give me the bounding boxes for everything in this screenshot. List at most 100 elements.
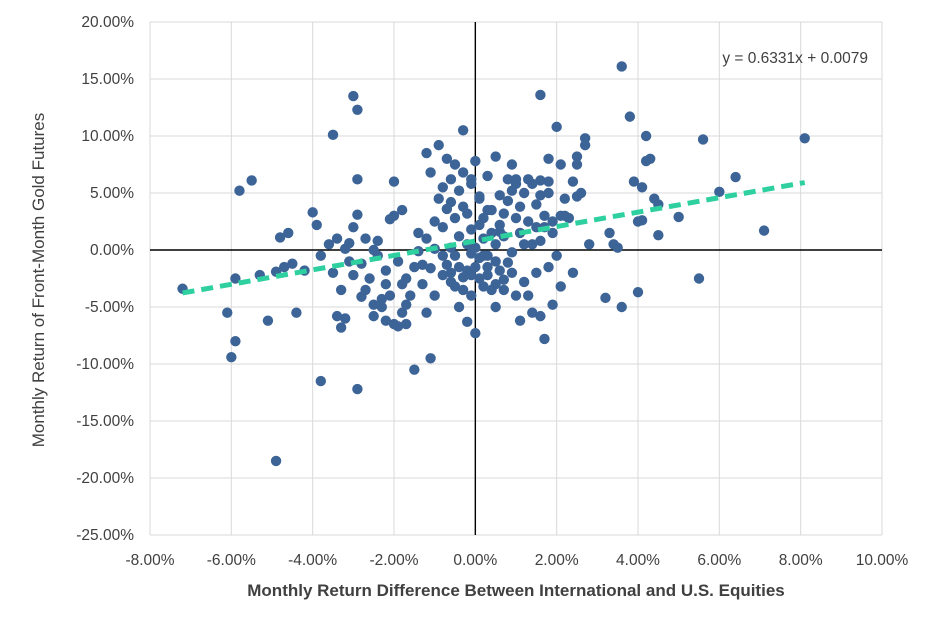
data-point <box>421 147 432 159</box>
x-tick-label: -6.00% <box>207 552 256 569</box>
data-point <box>486 204 497 216</box>
data-point <box>396 204 408 216</box>
data-point <box>482 250 493 261</box>
data-point <box>539 333 550 345</box>
data-point <box>653 229 664 241</box>
data-point <box>535 310 546 322</box>
data-point <box>490 239 501 250</box>
data-point <box>262 315 274 326</box>
points-layer <box>177 61 810 467</box>
data-point <box>604 227 615 239</box>
data-point <box>470 328 481 339</box>
data-point <box>584 239 595 250</box>
data-point <box>425 263 436 274</box>
data-point <box>645 153 656 164</box>
data-point <box>449 250 461 261</box>
data-point <box>401 318 412 330</box>
data-point <box>449 281 461 292</box>
data-point <box>539 210 550 221</box>
y-tick-label: 20.00% <box>81 14 134 31</box>
data-point <box>551 250 562 261</box>
data-point <box>600 292 611 304</box>
data-point <box>567 267 579 278</box>
data-point <box>453 301 465 313</box>
data-point <box>445 196 457 208</box>
y-tick-label: -10.00% <box>76 356 134 373</box>
data-point <box>388 176 400 187</box>
data-point <box>571 159 583 170</box>
y-tick-label: 10.00% <box>81 128 134 145</box>
data-point <box>352 209 363 220</box>
data-point <box>567 176 579 187</box>
data-point <box>437 269 448 281</box>
data-point <box>226 351 237 363</box>
data-point <box>315 250 326 261</box>
data-point <box>506 247 518 258</box>
data-point <box>335 284 347 296</box>
data-point <box>392 321 404 332</box>
data-point <box>445 174 457 185</box>
y-axis-title: Monthly Return of Front-Month Gold Futur… <box>29 113 48 447</box>
data-point <box>482 170 493 182</box>
data-point <box>274 232 286 243</box>
data-point <box>482 269 493 281</box>
data-point <box>518 187 530 199</box>
trendline <box>182 180 806 296</box>
x-tick-label: 0.00% <box>453 552 497 569</box>
data-point <box>531 267 542 278</box>
data-point <box>344 237 355 249</box>
data-point <box>368 310 379 322</box>
data-point <box>466 224 477 235</box>
y-tick-label: 15.00% <box>81 71 134 88</box>
data-point <box>327 267 339 278</box>
data-point <box>478 281 489 292</box>
data-point <box>498 274 509 285</box>
data-point <box>616 61 627 72</box>
data-point <box>547 227 558 239</box>
data-point <box>555 281 566 292</box>
data-point <box>331 310 343 322</box>
data-point <box>490 151 501 162</box>
data-point <box>636 182 648 193</box>
data-point <box>612 242 623 253</box>
data-point <box>441 259 453 271</box>
data-point <box>453 185 465 196</box>
data-point <box>335 322 347 333</box>
data-point <box>364 273 375 284</box>
x-tick-label: 2.00% <box>535 552 579 569</box>
data-point <box>433 139 444 151</box>
data-point <box>466 290 477 301</box>
data-point <box>417 279 428 290</box>
data-point <box>482 261 493 273</box>
x-axis-title: Monthly Return Difference Between Intern… <box>247 581 784 600</box>
x-tick-label: -4.00% <box>288 552 337 569</box>
data-point <box>730 171 741 183</box>
data-point <box>466 174 477 185</box>
data-point <box>486 227 497 239</box>
data-point <box>327 129 339 141</box>
data-point <box>494 265 505 276</box>
data-point <box>535 89 546 101</box>
data-point <box>628 176 640 187</box>
data-point <box>527 178 538 190</box>
x-tick-label: 6.00% <box>697 552 741 569</box>
data-point <box>470 261 481 273</box>
data-point <box>502 195 514 207</box>
data-point <box>230 336 241 347</box>
x-tick-label: -2.00% <box>369 552 418 569</box>
data-point <box>457 284 469 296</box>
data-point <box>510 174 522 185</box>
data-point <box>380 279 392 290</box>
ticks-layer: -8.00% -6.00% -4.00% -2.00% 0.00% 2.00% 4.00% 6… <box>76 14 908 569</box>
data-point <box>457 167 469 178</box>
data-point <box>449 159 461 170</box>
data-point <box>348 90 359 102</box>
data-point <box>624 111 636 122</box>
data-point <box>234 185 245 196</box>
data-point <box>523 216 534 227</box>
data-point <box>437 182 448 193</box>
data-point <box>555 159 566 170</box>
data-point <box>714 186 725 198</box>
data-point <box>421 233 432 244</box>
data-point <box>462 316 473 328</box>
